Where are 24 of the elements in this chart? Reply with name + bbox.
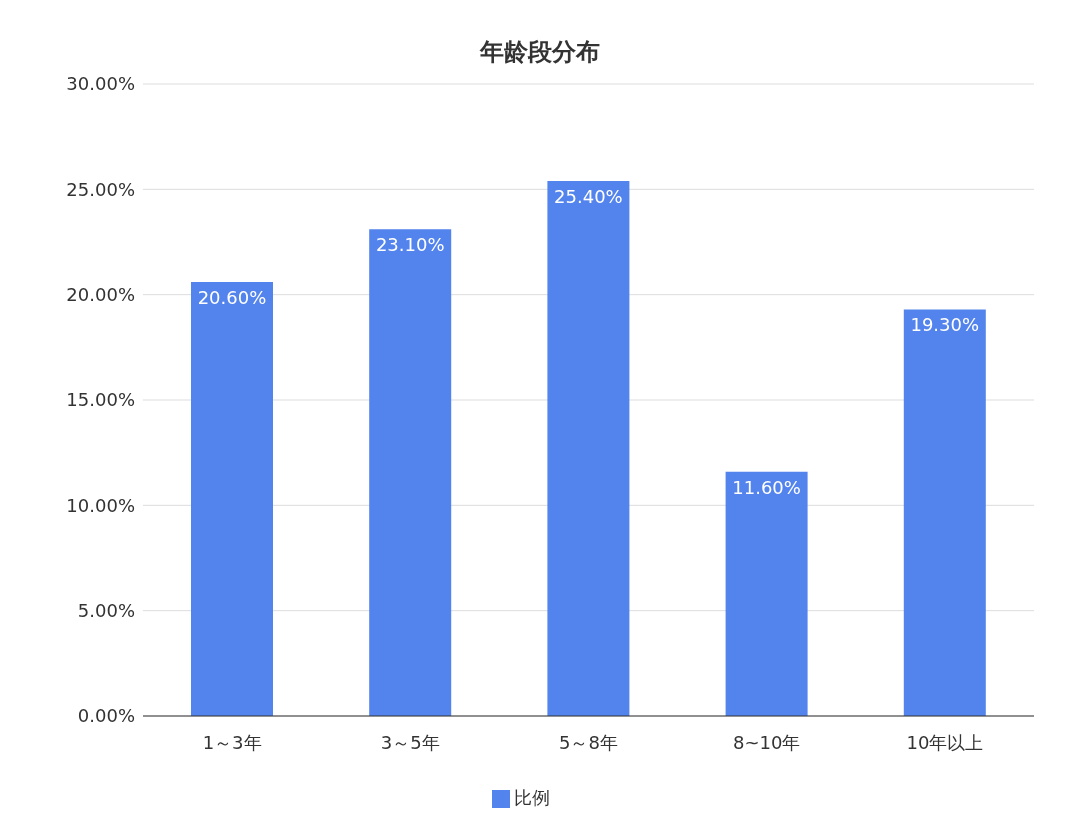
x-tick-label: 8~10年 [732, 731, 801, 753]
data-label: 20.60% [197, 287, 267, 309]
bar [547, 180, 630, 716]
y-tick-label: 0.00% [77, 705, 135, 727]
y-tick-label: 30.00% [66, 73, 135, 95]
x-tick-label: 5～8年 [559, 731, 618, 753]
y-tick-label: 20.00% [66, 284, 135, 306]
y-tick-label: 10.00% [66, 494, 135, 516]
bar [191, 282, 273, 716]
x-tick-label: 10年以上 [906, 731, 984, 753]
x-tick-label: 3～5年 [380, 731, 440, 753]
y-tick-label: 15.00% [66, 389, 135, 411]
data-label: 11.60% [732, 476, 801, 498]
data-label: 19.30% [910, 314, 980, 336]
x-tick-label: 1～3年 [202, 731, 262, 753]
data-label: 25.40% [554, 185, 623, 207]
bar [369, 229, 452, 716]
data-label: 23.10% [375, 234, 445, 256]
bar [903, 309, 986, 716]
y-tick-label: 25.00% [66, 178, 135, 200]
legend-label: 比例 [514, 787, 550, 808]
bar [725, 471, 808, 716]
y-tick-label: 5.00% [77, 600, 135, 622]
chart-title: 年龄段分布 [478, 37, 601, 66]
